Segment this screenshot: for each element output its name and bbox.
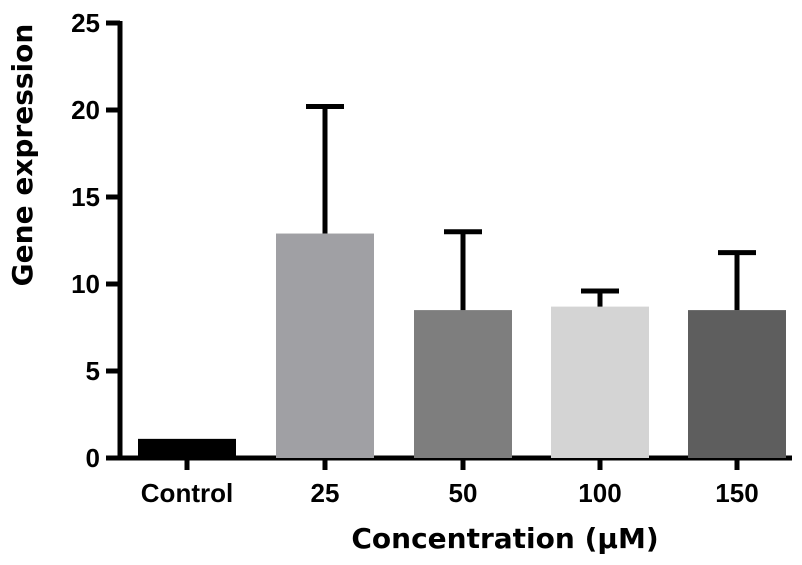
y-axis-title: Gene expression — [6, 24, 39, 287]
x-tick-label: Control — [141, 478, 233, 508]
bar-100 — [551, 306, 649, 458]
y-tick-label: 25 — [71, 8, 100, 38]
x-axis: Control 25 50 100 150 — [118, 455, 792, 508]
x-tick-label: 100 — [578, 478, 621, 508]
y-tick-label: 20 — [71, 95, 100, 125]
error-bars-group — [306, 104, 756, 311]
bar-50 — [414, 310, 512, 458]
y-tick-label: 15 — [71, 182, 100, 212]
x-tick-label: 50 — [449, 478, 478, 508]
y-tick-label: 5 — [86, 356, 100, 386]
bar-control — [138, 438, 236, 458]
bar-25 — [276, 233, 374, 458]
x-tick-label: 25 — [311, 478, 340, 508]
y-tick-label: 0 — [86, 443, 100, 473]
x-tick-label: 150 — [715, 478, 758, 508]
bar-150 — [688, 310, 786, 458]
y-axis: 0 5 10 15 20 25 — [71, 8, 123, 473]
x-axis-title: Concentration (µM) — [351, 522, 658, 555]
bars-group — [138, 233, 786, 458]
y-tick-label: 10 — [71, 269, 100, 299]
